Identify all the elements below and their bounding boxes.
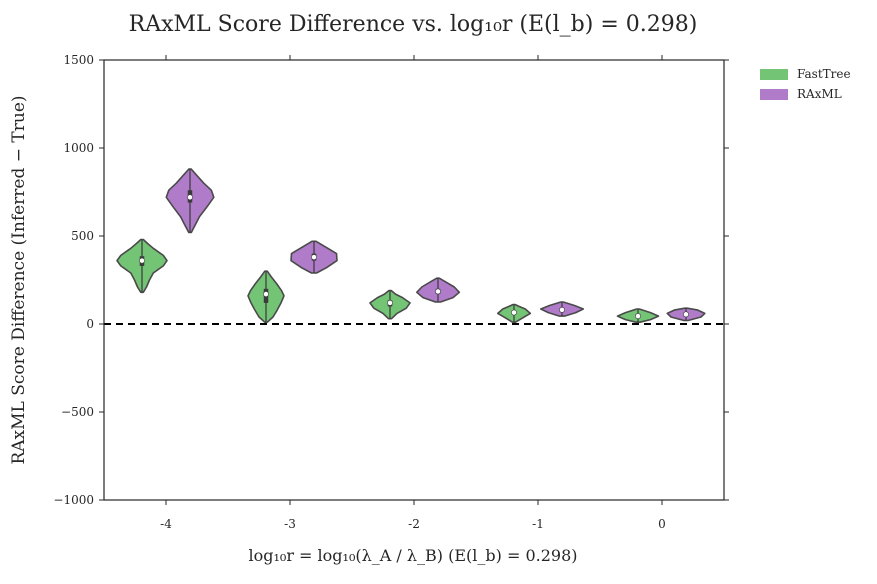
median-dot-raxml-0 (683, 311, 689, 318)
median-dot-fasttree--3 (263, 291, 269, 297)
legend-item-raxml: RAxML (760, 84, 851, 104)
y-tick-label-5: −1000 (53, 493, 94, 507)
x-axis-label: log₁₀r = log₁₀(λ_A / λ_B) (E(l_b) = 0.29… (249, 546, 578, 565)
legend-item-fasttree: FastTree (760, 64, 851, 84)
legend-swatch-raxml (760, 88, 788, 100)
chart-title: RAxML Score Difference vs. log₁₀r (E(l_b… (129, 12, 698, 37)
median-dot-fasttree--2 (387, 299, 393, 306)
plot-frame (103, 59, 725, 501)
median-dot-fasttree--4 (139, 257, 145, 264)
x-tick-label-1: -3 (284, 517, 296, 531)
median-dot-raxml--2 (435, 288, 441, 295)
legend-swatch-fasttree (760, 68, 788, 80)
legend-label-fasttree: FastTree (797, 67, 851, 81)
y-axis-label: RAxML Score Difference (Inferred − True) (9, 95, 29, 464)
x-tick-label-4: 0 (658, 517, 666, 531)
legend: FastTree RAxML (760, 64, 851, 104)
y-tick-label-4: −500 (61, 405, 94, 419)
median-dot-fasttree-0 (635, 313, 641, 319)
median-dot-raxml--1 (559, 307, 565, 313)
x-tick-label-2: -2 (408, 517, 420, 531)
median-dot-raxml--3 (311, 254, 317, 261)
x-tick-label-3: -1 (532, 517, 544, 531)
y-tick-label-1: 1000 (63, 141, 94, 155)
y-tick-label-2: 500 (71, 229, 94, 243)
median-dot-fasttree--1 (511, 309, 517, 316)
median-dot-raxml--4 (187, 194, 193, 201)
x-tick-label-0: -4 (160, 517, 172, 531)
y-tick-label-3: 0 (86, 317, 94, 331)
legend-label-raxml: RAxML (797, 87, 842, 101)
y-tick-label-0: 1500 (63, 53, 94, 67)
